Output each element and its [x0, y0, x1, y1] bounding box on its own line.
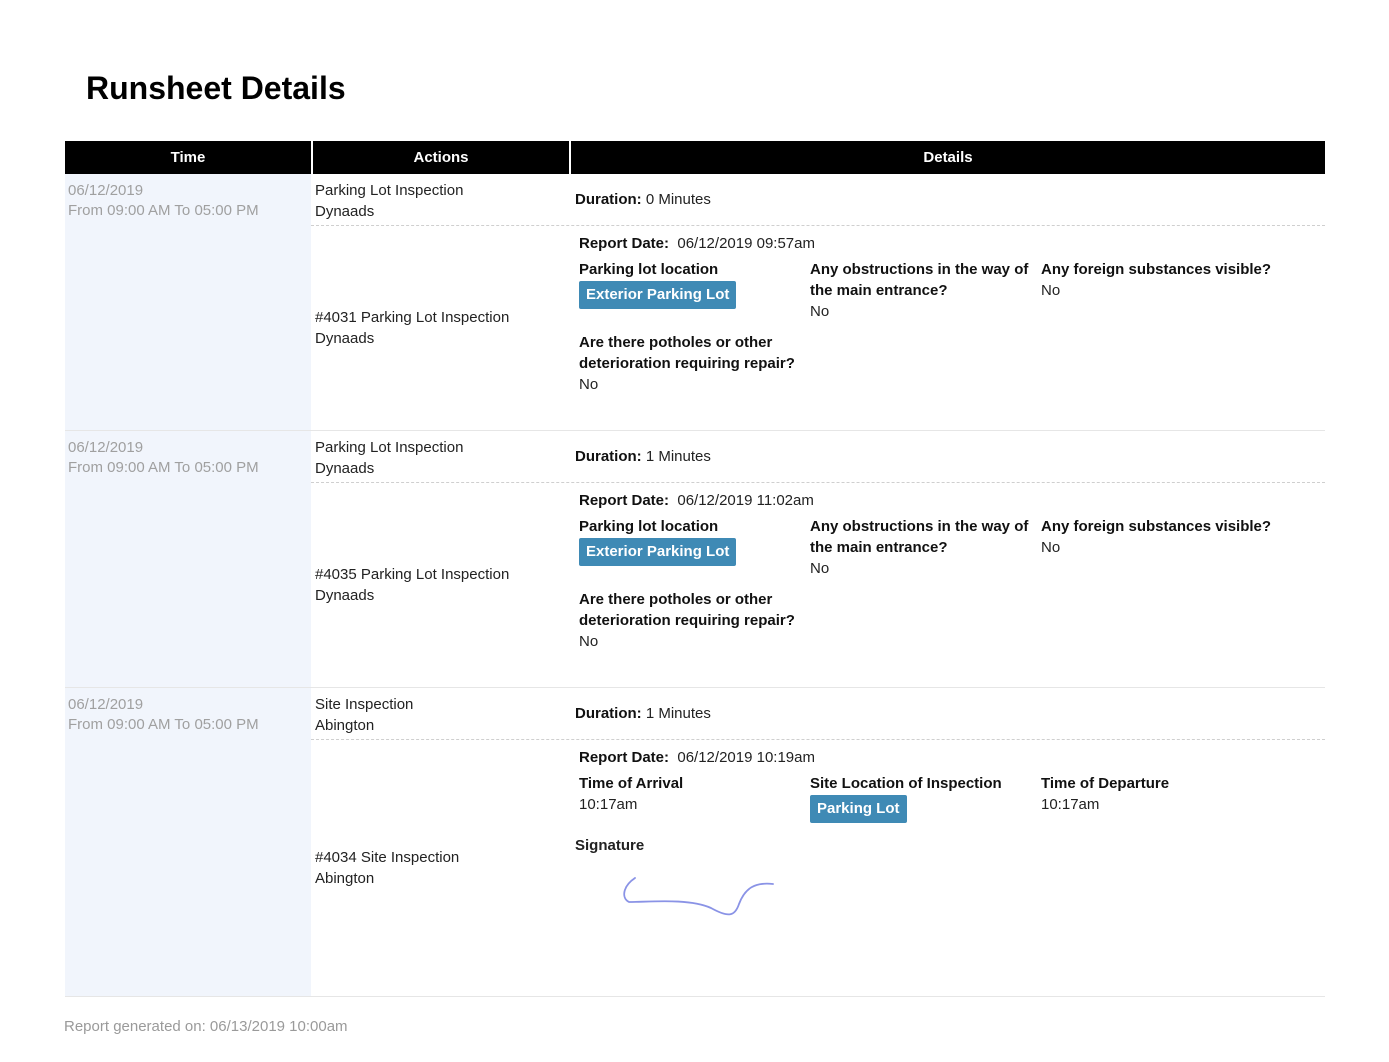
field-obstructions: Any obstructions in the way of the main … — [810, 516, 1041, 579]
field-time-of-arrival: Time of Arrival 10:17am — [579, 773, 810, 823]
summary-row: Parking Lot Inspection Dynaads Duration:… — [311, 174, 1325, 226]
field-time-of-departure: Time of Departure 10:17am — [1041, 773, 1272, 823]
duration-label: Duration: — [575, 191, 642, 208]
field-answer: 10:17am — [579, 796, 638, 813]
field-foreign-substances: Any foreign substances visible? No — [1041, 259, 1272, 322]
field-site-location: Site Location of Inspection Parking Lot — [810, 773, 1041, 823]
report-row: #4035 Parking Lot Inspection Dynaads Rep… — [311, 483, 1325, 687]
report-title[interactable]: #4035 Parking Lot Inspection — [315, 566, 510, 583]
field-answer: No — [579, 376, 599, 393]
field-answer: No — [810, 560, 830, 577]
duration-value: 0 Minutes — [645, 191, 711, 208]
summary-row: Site Inspection Abington Duration: 1 Min… — [311, 688, 1325, 740]
field-obstructions: Any obstructions in the way of the main … — [810, 259, 1041, 322]
field-answer: No — [1041, 282, 1061, 299]
report-date-value: 06/12/2019 10:19am — [677, 749, 815, 766]
runsheet-entry: 06/12/2019 From 09:00 AM To 05:00 PM Par… — [65, 174, 1325, 431]
action-cell: Parking Lot Inspection Dynaads — [311, 431, 569, 482]
time-cell: 06/12/2019 From 09:00 AM To 05:00 PM — [65, 688, 311, 996]
field-question: Are there potholes or other deterioratio… — [579, 334, 795, 372]
report-title[interactable]: #4034 Site Inspection — [315, 849, 460, 866]
field-question: Site Location of Inspection — [810, 775, 1002, 792]
field-question: Are there potholes or other deterioratio… — [579, 591, 795, 629]
field-answer: No — [579, 633, 599, 650]
runsheet-entry: 06/12/2019 From 09:00 AM To 05:00 PM Sit… — [65, 688, 1325, 997]
time-cell: 06/12/2019 From 09:00 AM To 05:00 PM — [65, 174, 311, 430]
page-title: Runsheet Details — [86, 70, 346, 106]
runsheet-entry: 06/12/2019 From 09:00 AM To 05:00 PM Par… — [65, 431, 1325, 688]
field-question: Parking lot location — [579, 518, 719, 535]
duration-cell: Duration: 0 Minutes — [569, 174, 1325, 225]
header-time: Time — [65, 141, 311, 174]
field-question: Any obstructions in the way of the main … — [810, 261, 1029, 299]
action-name[interactable]: Parking Lot Inspection — [315, 439, 464, 456]
report-row: #4031 Parking Lot Inspection Dynaads Rep… — [311, 226, 1325, 430]
duration-cell: Duration: 1 Minutes — [569, 431, 1325, 482]
report-details: Report Date: 06/12/2019 09:57am Parking … — [569, 226, 1325, 430]
signature-label: Signature — [575, 837, 645, 854]
entry-time-range: From 09:00 AM To 05:00 PM — [68, 716, 259, 733]
duration-label: Duration: — [575, 448, 642, 465]
entry-time-range: From 09:00 AM To 05:00 PM — [68, 459, 259, 476]
action-name[interactable]: Parking Lot Inspection — [315, 182, 464, 199]
field-parking-lot-location: Parking lot location Exterior Parking Lo… — [579, 259, 810, 322]
table-header: Time Actions Details — [65, 141, 1325, 174]
report-date-label: Report Date: — [579, 492, 670, 509]
runsheet-table: Time Actions Details 06/12/2019 From 09:… — [65, 141, 1325, 997]
report-date-value: 06/12/2019 11:02am — [677, 492, 814, 509]
action-cell: #4031 Parking Lot Inspection Dynaads — [311, 226, 569, 430]
action-name[interactable]: Site Inspection — [315, 696, 414, 713]
report-location: Dynaads — [315, 587, 375, 604]
signature-stroke — [623, 877, 774, 916]
field-potholes: Are there potholes or other deterioratio… — [579, 589, 810, 652]
location-tag: Parking Lot — [810, 795, 907, 823]
entry-time-range: From 09:00 AM To 05:00 PM — [68, 202, 259, 219]
field-potholes: Are there potholes or other deterioratio… — [579, 332, 810, 395]
action-location: Dynaads — [315, 460, 375, 477]
report-date-label: Report Date: — [579, 749, 670, 766]
duration-value: 1 Minutes — [645, 448, 711, 465]
time-cell: 06/12/2019 From 09:00 AM To 05:00 PM — [65, 431, 311, 687]
entry-date: 06/12/2019 — [68, 182, 144, 199]
field-question: Parking lot location — [579, 261, 719, 278]
entry-date: 06/12/2019 — [68, 439, 144, 456]
field-answer: 10:17am — [1041, 796, 1100, 813]
duration-cell: Duration: 1 Minutes — [569, 688, 1325, 739]
field-question: Any foreign substances visible? — [1041, 518, 1272, 535]
report-details: Report Date: 06/12/2019 11:02am Parking … — [569, 483, 1325, 687]
action-cell: Parking Lot Inspection Dynaads — [311, 174, 569, 225]
report-title[interactable]: #4031 Parking Lot Inspection — [315, 309, 510, 326]
location-tag: Exterior Parking Lot — [579, 281, 737, 309]
location-tag: Exterior Parking Lot — [579, 538, 737, 566]
field-answer: No — [810, 303, 830, 320]
field-question: Time of Departure — [1041, 775, 1170, 792]
report-location: Dynaads — [315, 330, 375, 347]
report-date-value: 06/12/2019 09:57am — [677, 235, 815, 252]
action-cell: #4035 Parking Lot Inspection Dynaads — [311, 483, 569, 687]
summary-row: Parking Lot Inspection Dynaads Duration:… — [311, 431, 1325, 483]
field-question: Any foreign substances visible? — [1041, 261, 1272, 278]
header-actions: Actions — [313, 141, 569, 174]
action-cell: #4034 Site Inspection Abington — [311, 740, 569, 996]
report-generated-footer: Report generated on: 06/13/2019 10:00am — [64, 1018, 348, 1035]
report-date-label: Report Date: — [579, 235, 670, 252]
signature-image — [579, 856, 829, 956]
field-parking-lot-location: Parking lot location Exterior Parking Lo… — [579, 516, 810, 579]
header-details: Details — [571, 141, 1325, 174]
field-question: Time of Arrival — [579, 775, 684, 792]
report-details: Report Date: 06/12/2019 10:19am Time of … — [569, 740, 1325, 996]
duration-label: Duration: — [575, 705, 642, 722]
action-location: Dynaads — [315, 203, 375, 220]
duration-value: 1 Minutes — [645, 705, 711, 722]
field-answer: No — [1041, 539, 1061, 556]
field-question: Any obstructions in the way of the main … — [810, 518, 1029, 556]
action-location: Abington — [315, 717, 375, 734]
report-location: Abington — [315, 870, 375, 887]
report-row: #4034 Site Inspection Abington Report Da… — [311, 740, 1325, 996]
entry-date: 06/12/2019 — [68, 696, 144, 713]
action-cell: Site Inspection Abington — [311, 688, 569, 739]
field-foreign-substances: Any foreign substances visible? No — [1041, 516, 1272, 579]
